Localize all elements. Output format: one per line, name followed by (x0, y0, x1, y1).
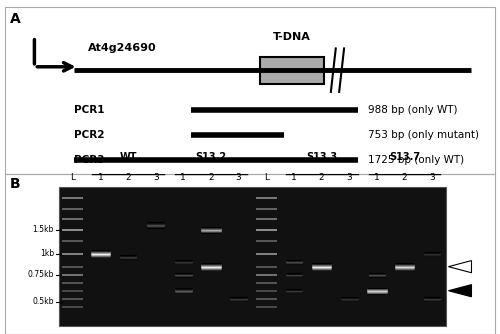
Text: L: L (264, 173, 269, 182)
Text: L: L (70, 173, 75, 182)
Text: 2: 2 (319, 173, 324, 182)
Text: 0.75kb: 0.75kb (28, 270, 54, 279)
Text: 1: 1 (180, 173, 186, 182)
Text: 1: 1 (98, 173, 103, 182)
Text: S13.7: S13.7 (389, 152, 420, 162)
Text: 0.5kb: 0.5kb (32, 298, 54, 306)
Polygon shape (448, 261, 471, 273)
Text: S13.3: S13.3 (306, 152, 337, 162)
Text: 1.5kb: 1.5kb (32, 225, 54, 234)
Text: At4g24690: At4g24690 (88, 43, 157, 53)
Text: PCR3: PCR3 (74, 155, 104, 165)
Text: 2: 2 (208, 173, 214, 182)
Text: B: B (10, 177, 20, 191)
Text: T-DNA: T-DNA (272, 32, 310, 42)
Text: A: A (10, 12, 20, 26)
Text: 3: 3 (346, 173, 352, 182)
Text: 1725 bp (only WT): 1725 bp (only WT) (368, 155, 464, 165)
Text: 2: 2 (402, 173, 407, 182)
Text: 3: 3 (430, 173, 435, 182)
Text: 1: 1 (291, 173, 297, 182)
Text: S13.2: S13.2 (196, 152, 226, 162)
Text: 2: 2 (125, 173, 131, 182)
Polygon shape (448, 285, 471, 297)
Text: PCR2: PCR2 (74, 130, 104, 140)
Text: PCR1: PCR1 (74, 105, 104, 115)
FancyBboxPatch shape (59, 186, 446, 326)
Text: 3: 3 (236, 173, 242, 182)
Text: 3: 3 (153, 173, 158, 182)
Text: 753 bp (only mutant): 753 bp (only mutant) (368, 130, 478, 140)
Text: 988 bp (only WT): 988 bp (only WT) (368, 105, 457, 115)
Text: WT: WT (120, 152, 137, 162)
FancyBboxPatch shape (260, 57, 324, 84)
Text: 1kb: 1kb (40, 249, 54, 258)
Text: 1: 1 (374, 173, 380, 182)
